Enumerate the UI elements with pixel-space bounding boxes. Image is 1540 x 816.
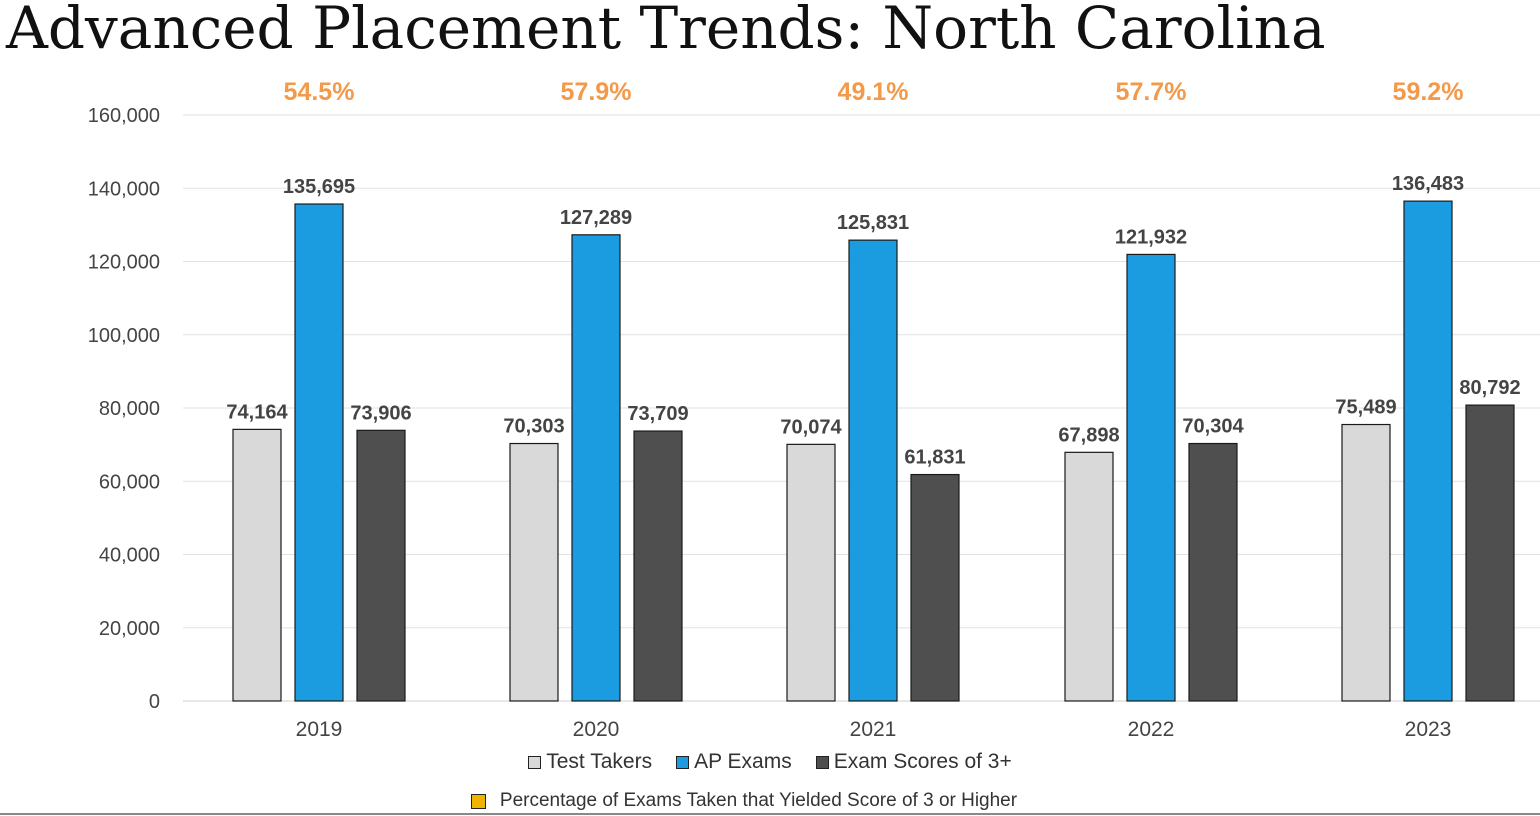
data-label: 70,074	[780, 416, 842, 438]
bar-exam-scores-of-3--2021	[910, 473, 960, 702]
data-label: 127,289	[560, 207, 632, 229]
legend-main: Test Takers AP Exams Exam Scores of 3+	[0, 750, 1540, 774]
bar-exam-scores-of-3--2022	[1188, 442, 1238, 702]
bar-ap-exams-2023	[1403, 200, 1453, 702]
bar-exam-scores-of-3--2020	[633, 430, 683, 702]
legend-swatch-ap-exams	[676, 755, 690, 769]
y-tick-label: 40,000	[99, 545, 160, 567]
bar-ap-exams-2020	[571, 234, 621, 702]
data-label: 70,303	[503, 416, 564, 438]
legend-swatch-scores	[815, 755, 829, 769]
data-label: 73,709	[627, 403, 688, 425]
percentage-label: 59.2%	[1393, 78, 1464, 106]
y-tick-label: 0	[149, 691, 160, 713]
legend-swatch-percentage	[470, 793, 486, 809]
bottom-rule	[0, 813, 1540, 815]
bar-test-takers-2021	[786, 443, 836, 702]
bar-test-takers-2019	[232, 428, 282, 702]
legend-swatch-test-takers	[528, 755, 542, 769]
percentage-label: 57.7%	[1116, 78, 1187, 106]
y-tick-label: 60,000	[99, 471, 160, 493]
bar-ap-exams-2022	[1126, 253, 1176, 702]
legend-label-scores: Exam Scores of 3+	[833, 750, 1012, 773]
bar-exam-scores-of-3--2023	[1465, 404, 1515, 702]
data-label: 61,831	[904, 447, 965, 469]
percentage-label: 49.1%	[838, 78, 909, 106]
chart-title: Advanced Placement Trends: North Carolin…	[6, 0, 1326, 62]
data-label: 135,695	[283, 176, 355, 198]
data-label: 67,898	[1058, 424, 1119, 446]
data-label: 70,304	[1182, 416, 1244, 438]
x-tick-label: 2022	[1128, 718, 1175, 741]
legend-label-test-takers: Test Takers	[546, 750, 653, 773]
bar-chart: 0 20,000 40,000 60,000 80,000 100,000 120,000 1…	[88, 78, 1540, 741]
percentage-label: 54.5%	[284, 78, 355, 106]
y-tick-label: 120,000	[88, 252, 160, 274]
legend-item-percentage[interactable]: Percentage of Exams Taken that Yielded S…	[470, 790, 1018, 812]
y-tick-label: 160,000	[88, 105, 160, 127]
data-label: 75,489	[1335, 397, 1396, 419]
bar-exam-scores-of-3--2019	[356, 429, 406, 702]
data-label: 121,932	[1115, 226, 1187, 248]
y-tick-label: 80,000	[99, 398, 160, 420]
data-label: 136,483	[1392, 173, 1464, 195]
legend-item-scores[interactable]: Exam Scores of 3+	[815, 750, 1012, 774]
legend-percentage: Percentage of Exams Taken that Yielded S…	[0, 790, 1540, 812]
x-tick-label: 2021	[850, 718, 897, 741]
x-tick-label: 2020	[573, 718, 620, 741]
percentage-label: 57.9%	[561, 78, 632, 106]
y-tick-label: 20,000	[99, 618, 160, 640]
bar-ap-exams-2021	[848, 239, 898, 702]
bar-test-takers-2023	[1341, 423, 1391, 702]
y-tick-label: 100,000	[88, 325, 160, 347]
x-tick-label: 2019	[296, 718, 343, 741]
data-label: 125,831	[837, 212, 909, 234]
bar-ap-exams-2019	[294, 203, 344, 702]
bar-test-takers-2020	[509, 442, 559, 702]
legend-label-percentage: Percentage of Exams Taken that Yielded S…	[499, 790, 1018, 811]
y-tick-label: 140,000	[88, 178, 160, 200]
data-label: 80,792	[1459, 377, 1520, 399]
data-label: 73,906	[350, 402, 411, 424]
data-label: 74,164	[226, 401, 288, 423]
legend-item-test-takers[interactable]: Test Takers	[528, 750, 652, 774]
bar-test-takers-2022	[1064, 451, 1114, 702]
legend-item-ap-exams[interactable]: AP Exams	[676, 750, 792, 774]
legend-label-ap-exams: AP Exams	[694, 750, 792, 773]
x-tick-label: 2023	[1405, 718, 1452, 741]
